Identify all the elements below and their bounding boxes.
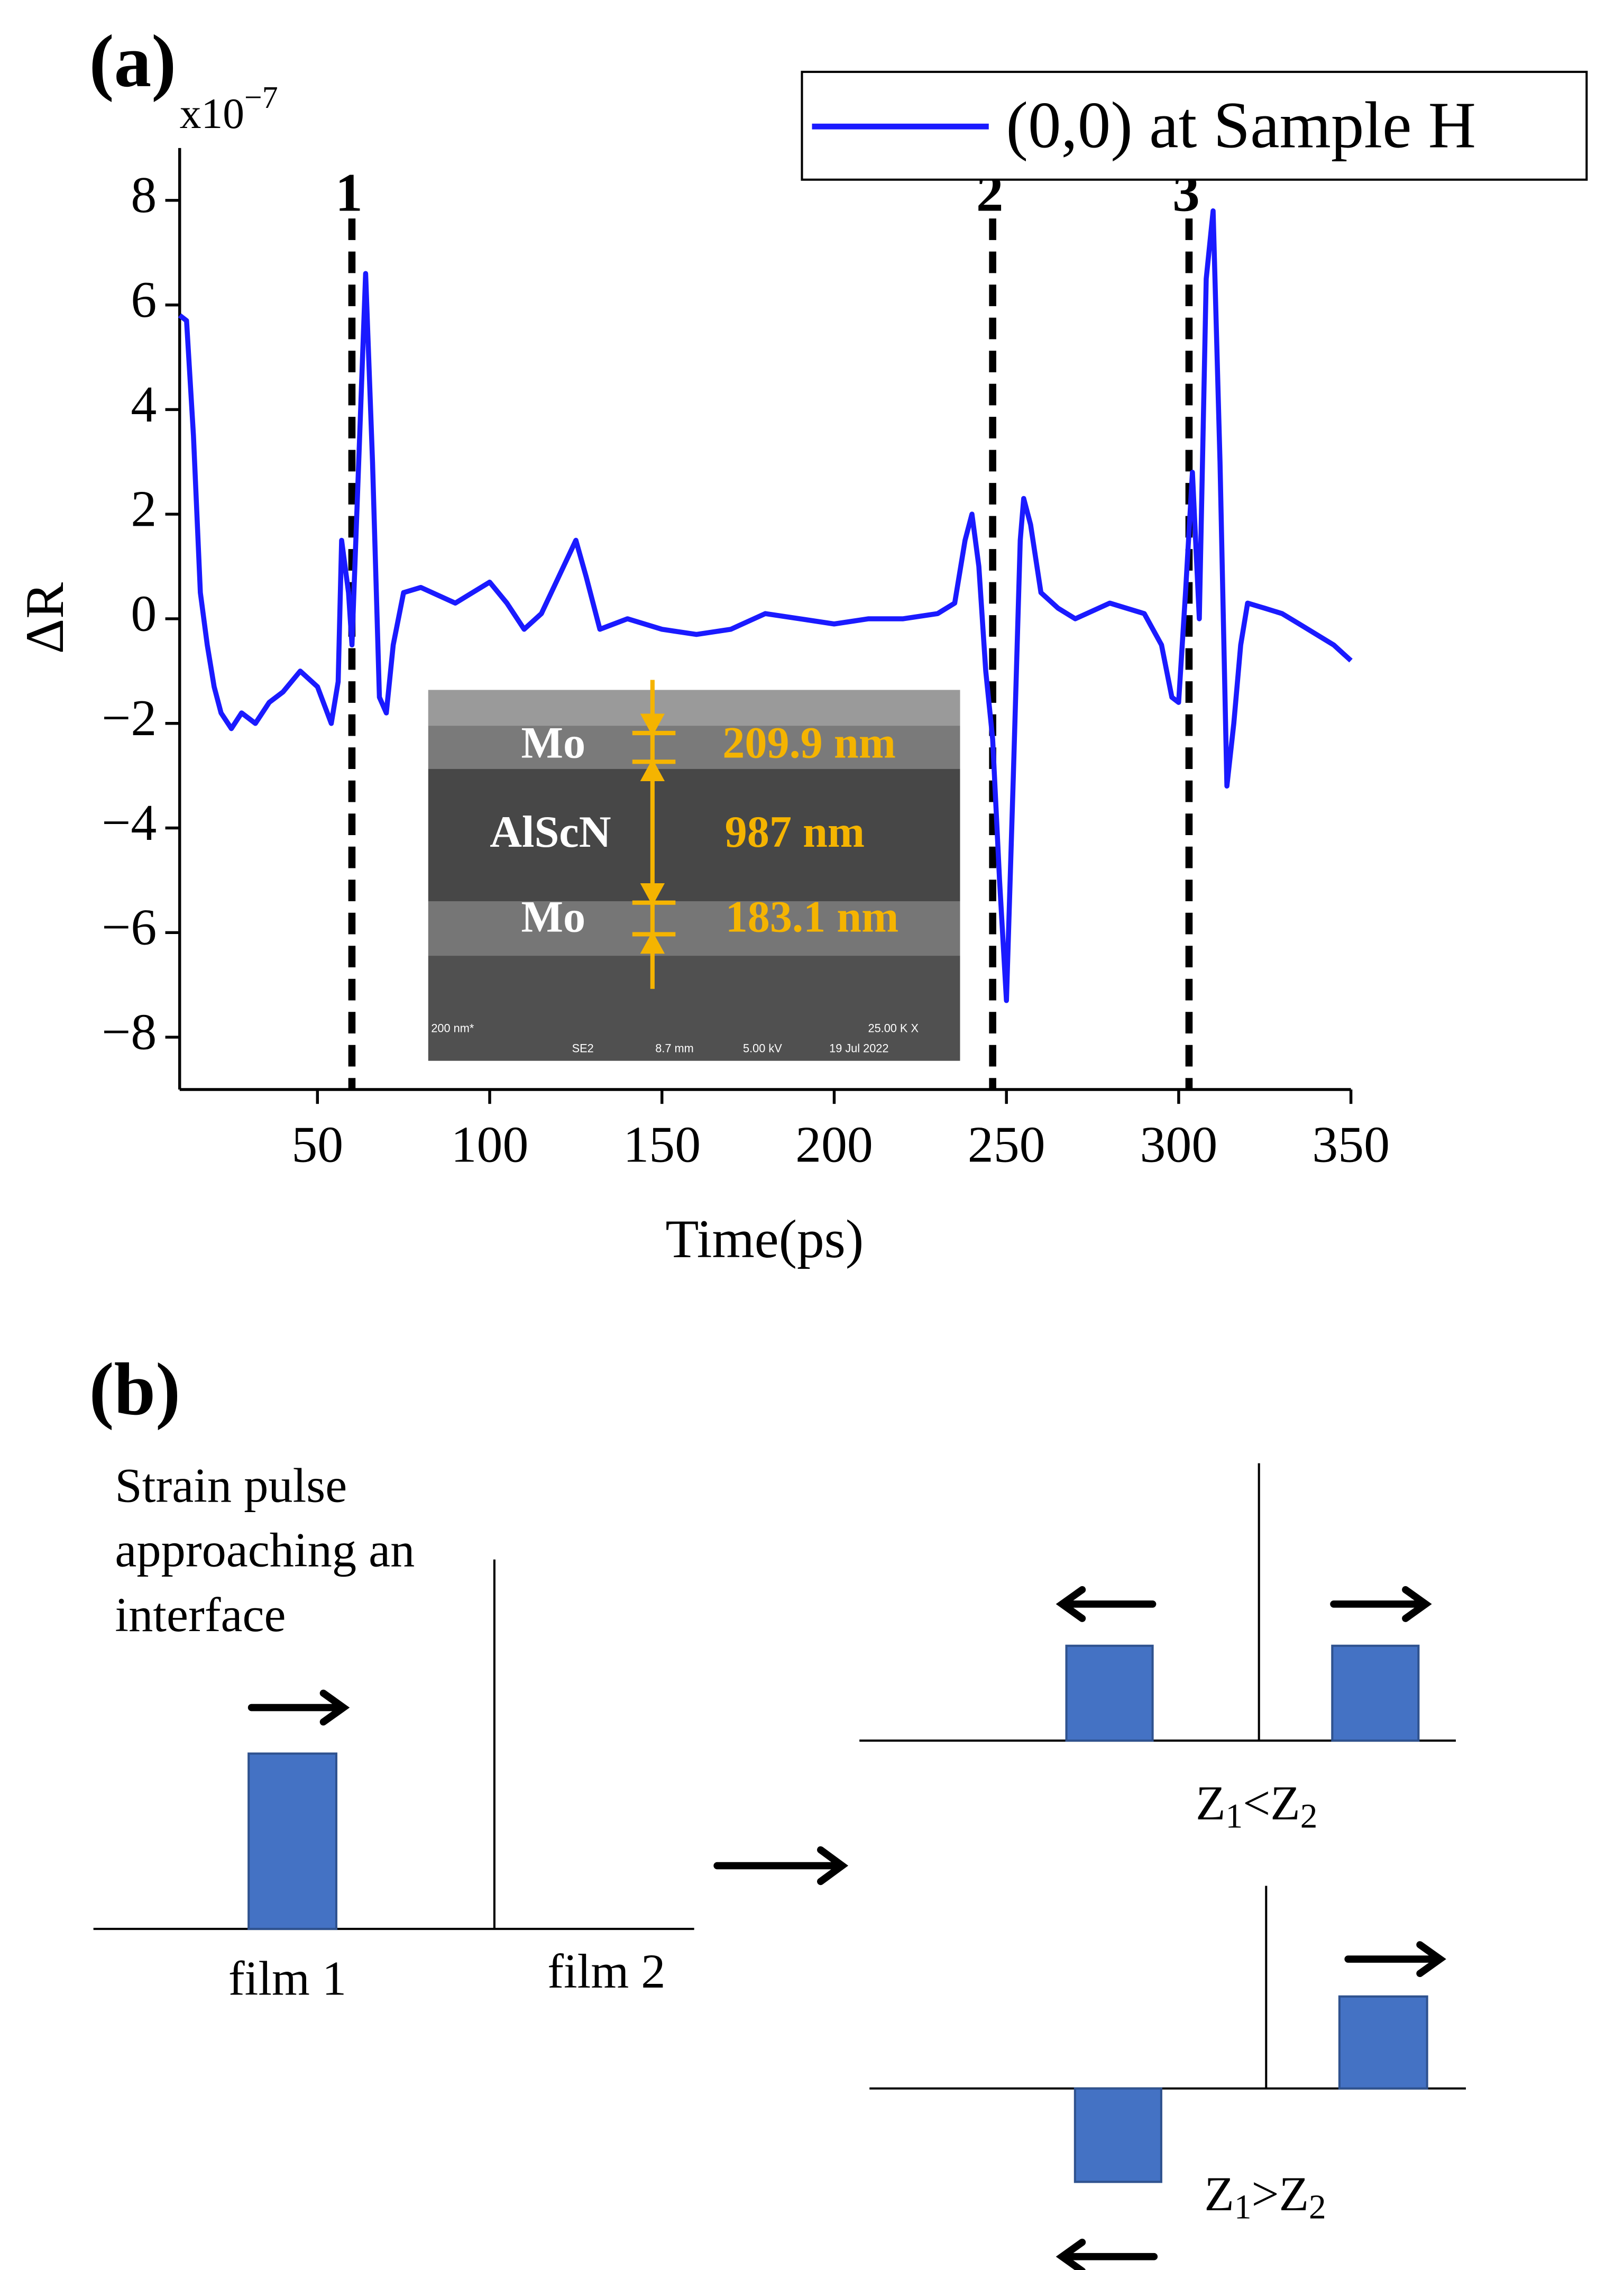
impedance-part: 1 <box>1226 1798 1243 1836</box>
sem-layer <box>428 901 960 956</box>
diagram <box>93 1463 1466 2270</box>
x-tick-label: 300 <box>1140 1116 1218 1174</box>
layer-material: Mo <box>521 892 586 941</box>
impedance-part: 1 <box>1234 2189 1252 2227</box>
layer-material: AlScN <box>490 808 611 857</box>
sem-footer: 25.00 K X <box>868 1022 919 1035</box>
x-tick-label: 350 <box>1312 1116 1390 1174</box>
sem-layer <box>428 726 960 769</box>
impedance-case: Z1>Z2 <box>1204 2167 1326 2227</box>
y-tick-label: 6 <box>131 271 157 328</box>
film-label: film 1 <box>228 1952 346 2006</box>
impedance-part: Z <box>1204 2167 1234 2221</box>
x-tick-label: 50 <box>291 1116 343 1174</box>
x-tick-label: 200 <box>795 1116 873 1174</box>
y-tick-label: 8 <box>131 167 157 224</box>
sem-footer: 5.00 kV <box>743 1042 782 1055</box>
y-tick-label: 4 <box>131 376 157 433</box>
x-axis-label: Time(ps) <box>665 1209 864 1269</box>
legend: (0,0) at Sample H <box>801 70 1588 181</box>
y-tick-label: −4 <box>102 794 157 852</box>
y-multiplier: x10−7 <box>180 80 278 138</box>
layer-thickness: 183.1 nm <box>726 892 899 941</box>
y-tick-label: 2 <box>131 481 157 538</box>
sem-footer: 19 Jul 2022 <box>829 1042 888 1055</box>
caption: Strain pulse <box>115 1458 347 1512</box>
y-axis-label: ΔR <box>15 582 75 654</box>
layer-thickness: 209.9 nm <box>722 719 896 768</box>
panel-label: (b) <box>89 1348 181 1431</box>
transmitted-pulse <box>1338 1995 1428 2090</box>
panel-label: (a) <box>89 20 177 103</box>
chart: x10−7 Time(ps) ΔR −8 −6 −4 −2 0 2 4 6 8 50 100 150 2… <box>15 70 1588 1269</box>
impedance-part: 2 <box>1309 2189 1326 2227</box>
caption: approaching an <box>115 1523 415 1577</box>
multiplier-exponent: −7 <box>244 80 278 115</box>
x-tick-label: 100 <box>451 1116 529 1174</box>
layer-thickness: 987 nm <box>725 808 865 857</box>
strain-pulse <box>247 1752 337 1930</box>
y-tick-label: 0 <box>131 585 157 642</box>
reflected-pulse <box>1074 2087 1162 2183</box>
caption: interface <box>115 1588 286 1642</box>
layer-material: Mo <box>521 719 586 768</box>
x-tick-label: 250 <box>968 1116 1045 1174</box>
sem-layer <box>428 690 960 726</box>
scale-arrows <box>632 680 676 989</box>
arrows <box>247 1586 1446 2270</box>
y-tick-label: −2 <box>102 690 157 747</box>
sem-footer: 8.7 mm <box>655 1042 693 1055</box>
film-label: film 2 <box>547 1944 665 1998</box>
y-tick-label: −8 <box>102 1004 157 1061</box>
sem-footer: SE2 <box>572 1042 594 1055</box>
legend-label: (0,0) at Sample H <box>1006 89 1476 162</box>
impedance-part: <Z <box>1243 1776 1300 1830</box>
impedance-part: >Z <box>1251 2167 1309 2221</box>
data-line <box>178 208 1353 1003</box>
sem-inset: 200 nm* SE2 8.7 mm 5.00 kV 19 Jul 2022 2… <box>428 680 960 1061</box>
x-tick-label: 150 <box>623 1116 701 1174</box>
transmitted-pulse <box>1331 1644 1420 1742</box>
event-label: 1 <box>335 163 363 223</box>
y-tick-label: −6 <box>102 899 157 956</box>
sem-layer <box>428 768 960 901</box>
sem-layer <box>428 956 960 1061</box>
impedance-part: 2 <box>1300 1798 1318 1836</box>
impedance-case: Z1<Z2 <box>1196 1776 1317 1836</box>
multiplier-base: x10 <box>180 89 244 138</box>
reflected-pulse <box>1065 1644 1154 1742</box>
sem-footer: 200 nm* <box>431 1022 474 1035</box>
impedance-part: Z <box>1196 1776 1225 1830</box>
